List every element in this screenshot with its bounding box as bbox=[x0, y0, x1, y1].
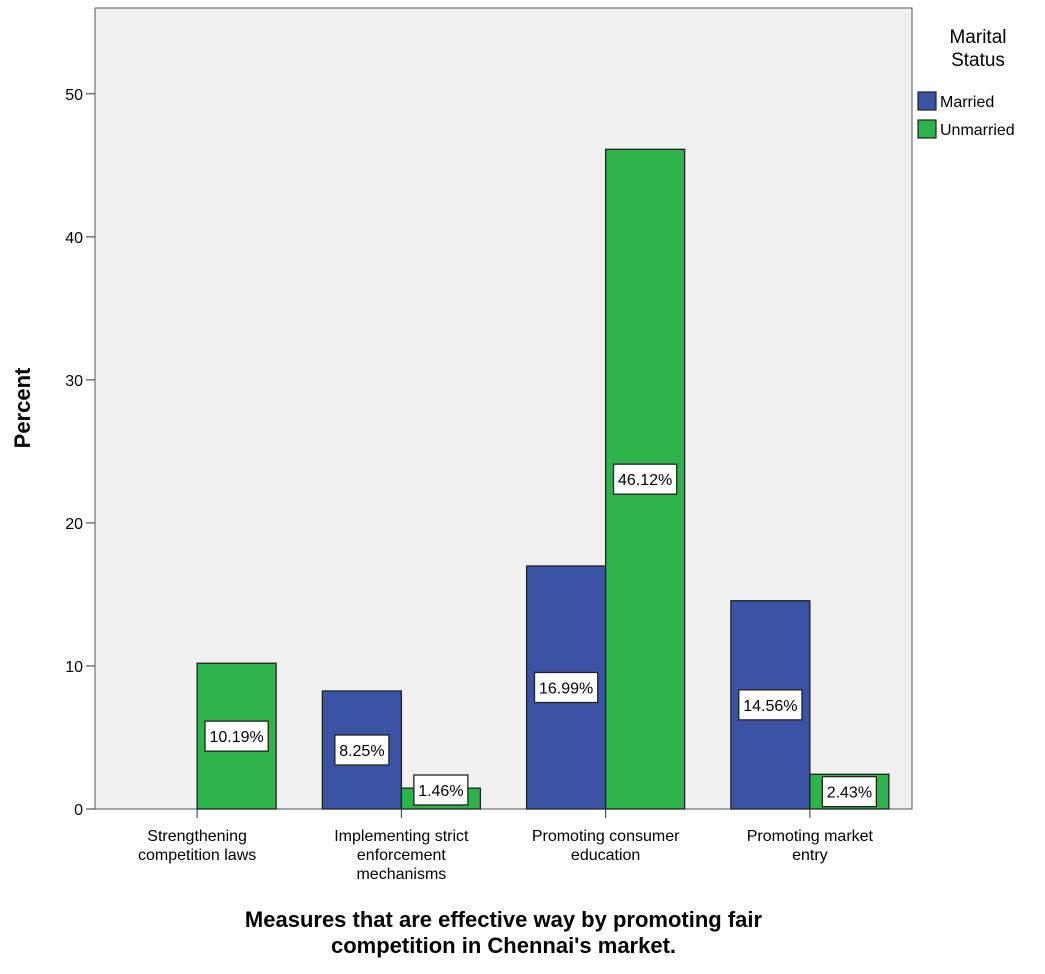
axis-layer: 0 10 20 30 40 50 Strengthening competition laws… bbox=[65, 87, 873, 883]
y-tick-label: 30 bbox=[65, 373, 83, 390]
legend-swatch-unmarried bbox=[917, 119, 937, 139]
data-label-text: 10.19% bbox=[209, 729, 263, 746]
data-label-box bbox=[533, 671, 599, 704]
legend-label-married: Married bbox=[940, 94, 994, 111]
x-tick-label: Promoting consumer education bbox=[532, 828, 680, 864]
data-label-box bbox=[413, 774, 469, 806]
data-label-text: 8.25% bbox=[339, 743, 384, 760]
data-labels-layer: 8.25% 16.99% 14.56% 10.19% 1.46% 46.12% 2.43% bbox=[204, 463, 878, 808]
data-label-unmarried-3: 2.43% bbox=[821, 775, 878, 808]
data-label-married-2: 16.99% bbox=[533, 671, 599, 704]
data-label-box bbox=[821, 775, 878, 808]
legend-label-unmarried: Unmarried bbox=[940, 122, 1015, 139]
data-label-box bbox=[334, 734, 390, 766]
y-tick-label: 0 bbox=[74, 802, 83, 819]
data-label-text: 14.56% bbox=[743, 698, 797, 715]
x-axis-title: Measures that are effective way by promo… bbox=[245, 907, 763, 958]
legend-swatch-married bbox=[917, 91, 937, 111]
data-label-box bbox=[738, 689, 803, 721]
y-axis-title: Percent bbox=[10, 367, 35, 448]
data-label-text: 1.46% bbox=[418, 783, 463, 800]
data-label-text: 16.99% bbox=[539, 680, 593, 697]
data-label-box bbox=[204, 720, 269, 752]
data-label-married-3: 14.56% bbox=[738, 689, 803, 721]
y-tick-label: 10 bbox=[65, 659, 83, 676]
data-label-unmarried-1: 1.46% bbox=[413, 774, 469, 806]
data-label-box bbox=[612, 463, 678, 495]
y-tick-label: 40 bbox=[65, 230, 83, 247]
data-label-unmarried-0: 10.19% bbox=[204, 720, 269, 752]
y-tick-label: 50 bbox=[65, 87, 83, 104]
legend-title: Marital Status bbox=[949, 27, 1006, 71]
x-tick-label: Implementing strict enforcement mechanisms bbox=[334, 828, 469, 883]
data-label-text: 46.12% bbox=[618, 472, 672, 489]
data-label-text: 2.43% bbox=[827, 785, 872, 802]
data-label-married-1: 8.25% bbox=[334, 734, 390, 766]
y-tick-label: 20 bbox=[65, 516, 83, 533]
data-label-unmarried-2: 46.12% bbox=[612, 463, 678, 495]
x-tick-label: Promoting market entry bbox=[747, 828, 874, 864]
x-tick-label: Strengthening competition laws bbox=[138, 828, 256, 864]
legend: Marital Status Married Unmarried bbox=[917, 27, 1015, 139]
